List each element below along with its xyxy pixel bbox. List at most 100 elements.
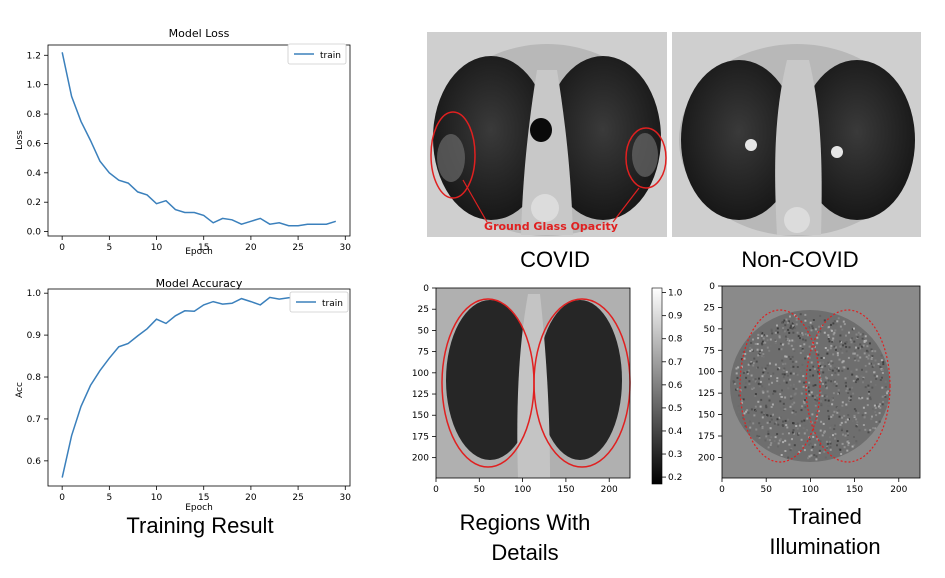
speckle-dot: [882, 361, 885, 364]
speckle-dot: [833, 367, 836, 369]
speckle-dot: [850, 395, 853, 398]
y-tick-label: 125: [698, 389, 715, 399]
speckle-dot: [877, 363, 880, 365]
speckle-dot: [837, 389, 840, 392]
speckle-dot: [841, 328, 844, 331]
speckle-dot: [840, 421, 843, 424]
speckle-dot: [853, 352, 856, 355]
speckle-dot: [816, 394, 819, 397]
speckle-dot: [788, 331, 791, 334]
speckle-dot: [816, 336, 819, 339]
speckle-dot: [782, 329, 785, 332]
speckle-dot: [853, 436, 855, 438]
speckle-dot: [820, 369, 823, 372]
speckle-dot: [797, 348, 800, 351]
x-tick-label: 25: [292, 243, 303, 253]
speckle-dot: [784, 355, 787, 358]
speckle-dot: [803, 343, 806, 346]
speckle-dot: [831, 369, 834, 372]
speckle-dot: [854, 349, 857, 352]
speckle-dot: [812, 365, 815, 368]
speckle-dot: [826, 445, 828, 448]
speckle-dot: [803, 432, 806, 435]
speckle-dot: [854, 359, 857, 362]
speckle-dot: [792, 348, 795, 351]
speckle-dot: [816, 342, 819, 345]
speckle-dot: [793, 393, 796, 396]
speckle-dot: [856, 354, 859, 357]
illum-ticks: 0 50 100 150 200 0 25 50 75 100 125 150 175 200: [698, 282, 908, 495]
speckle-dot: [820, 380, 822, 382]
speckle-dot: [792, 321, 795, 324]
speckle-dot: [760, 334, 763, 337]
speckle-dot: [748, 383, 751, 386]
speckle-dot: [750, 348, 753, 351]
speckle-dot: [855, 333, 858, 336]
speckle-dot: [803, 402, 806, 405]
speckle-dot: [862, 381, 864, 384]
speckle-dot: [763, 334, 766, 336]
speckle-dot: [845, 341, 848, 344]
speckle-dot: [794, 411, 797, 414]
speckle-dot: [755, 381, 758, 384]
speckle-dot: [870, 348, 873, 351]
y-tick-label: 0: [709, 282, 715, 292]
regions-frame: [435, 287, 631, 479]
speckle-dot: [821, 324, 824, 327]
speckle-dot: [806, 429, 808, 432]
speckle-dot: [853, 357, 856, 360]
speckle-dot: [841, 369, 844, 372]
speckle-dot: [866, 350, 869, 353]
speckle-dot: [769, 414, 772, 417]
speckle-dot: [770, 442, 773, 445]
speckle-dot: [782, 424, 785, 427]
speckle-dot: [835, 406, 838, 409]
speckle-dot: [771, 381, 773, 384]
speckle-dot: [768, 420, 771, 423]
speckle-dot: [757, 354, 760, 357]
speckle-dot: [774, 339, 777, 341]
speckle-dot: [835, 382, 838, 385]
speckle-dot: [831, 403, 834, 406]
speckle-dot: [740, 401, 743, 404]
speckle-dot: [800, 429, 803, 432]
y-tick-label: 50: [704, 325, 716, 335]
speckle-dot: [807, 457, 810, 460]
speckle-dot: [851, 337, 854, 340]
speckle-dot: [819, 429, 822, 432]
speckle-dot: [824, 365, 827, 368]
speckle-dot: [810, 449, 813, 452]
speckle-dot: [875, 403, 878, 406]
speckle-dot: [790, 344, 793, 347]
speckle-dot: [869, 396, 872, 399]
speckle-dot: [832, 333, 835, 336]
ground-glass-opacity-label: Ground Glass Opacity: [484, 220, 618, 233]
speckle-dot: [827, 379, 830, 382]
speckle-dot: [799, 313, 802, 316]
speckle-dot: [792, 365, 795, 368]
speckle-dot: [759, 380, 762, 383]
speckle-dot: [882, 363, 885, 366]
speckle-dot: [761, 425, 764, 428]
speckle-dot: [783, 319, 786, 322]
speckle-dot: [736, 376, 739, 379]
speckle-dot: [844, 382, 847, 385]
speckle-dot: [838, 415, 841, 418]
speckle-dot: [781, 343, 784, 346]
speckle-dot: [803, 449, 806, 452]
speckle-dot: [751, 387, 754, 390]
speckle-dot: [834, 380, 837, 383]
speckle-dot: [770, 375, 772, 378]
speckle-dot: [809, 442, 812, 445]
speckle-dot: [750, 408, 753, 411]
speckle-dot: [828, 340, 831, 343]
speckle-dot: [864, 428, 867, 431]
speckle-dot: [795, 360, 798, 363]
speckle-dot: [865, 355, 868, 358]
speckle-dot: [857, 347, 860, 350]
speckle-dot: [762, 338, 764, 341]
speckle-dot: [816, 419, 819, 422]
y-tick-label: 200: [698, 453, 715, 463]
speckle-dot: [848, 396, 851, 399]
speckle-dot: [735, 388, 738, 391]
